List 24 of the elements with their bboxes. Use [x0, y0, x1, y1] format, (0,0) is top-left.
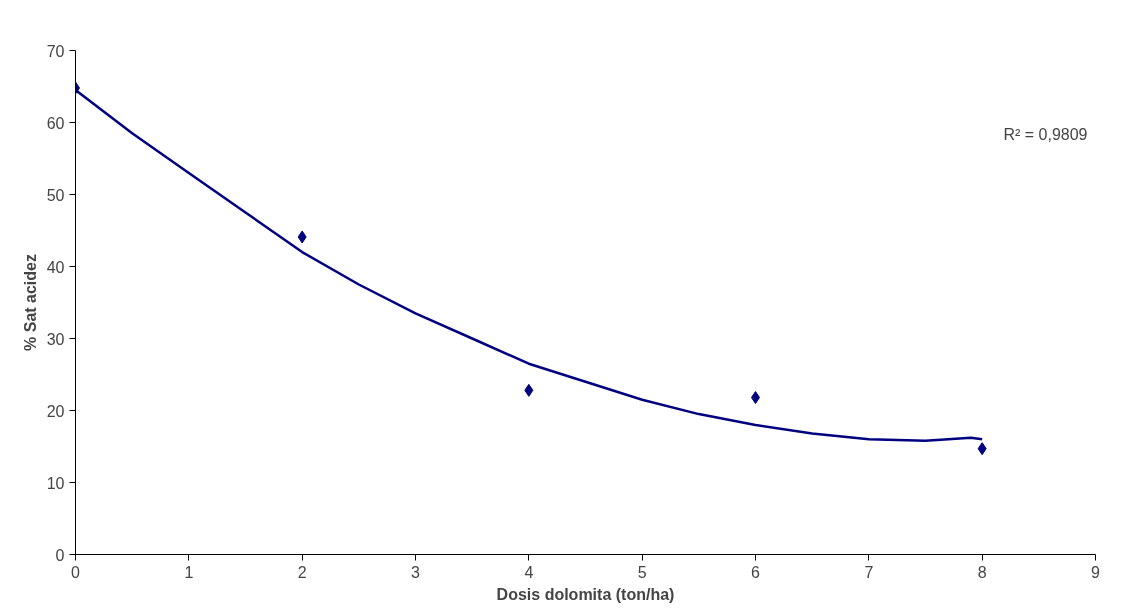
point [524, 383, 534, 397]
x-tick-label: 8 [977, 563, 987, 581]
x-tick-label: 4 [524, 563, 534, 581]
x-tick-label: 1 [184, 563, 194, 581]
x-tick-label: 7 [864, 563, 874, 581]
y-tick-label: 70 [46, 42, 65, 60]
y-tick-label: 50 [46, 186, 65, 204]
x-tick-label: 3 [411, 563, 421, 581]
y-tick-label: 40 [46, 258, 65, 276]
y-tick-label: 0 [55, 546, 65, 564]
y-tick-label: 10 [46, 474, 65, 492]
y-tick-label: 60 [46, 114, 65, 132]
annotation: R² = 0,9809 [1003, 125, 1088, 143]
x-tick-label: 5 [637, 563, 647, 581]
point [977, 442, 987, 456]
x-tick-label: 6 [751, 563, 761, 581]
x-tick-label: 9 [1091, 563, 1101, 581]
point [297, 230, 307, 244]
x-axis-title: Dosis dolomita (ton/ha) [496, 585, 675, 603]
y-tick-label: 30 [46, 330, 65, 348]
y-axis-title: % Sat acidez [21, 254, 39, 351]
x-tick-label: 2 [297, 563, 307, 581]
y-tick-label: 20 [46, 402, 65, 420]
x-tick-label: 0 [71, 563, 81, 581]
